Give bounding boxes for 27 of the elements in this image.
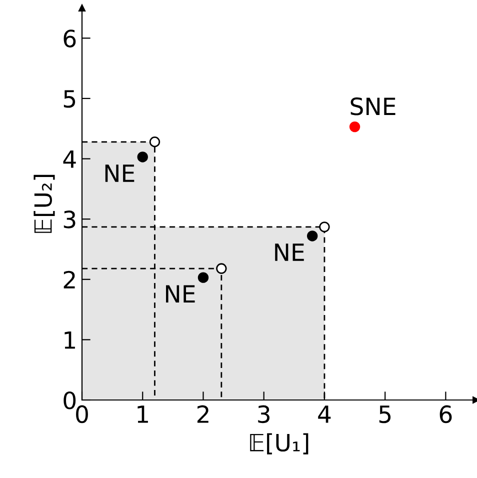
point	[349, 121, 360, 132]
y-tick-label: 5	[64, 90, 76, 108]
point	[137, 152, 148, 162]
y-tick-label: 3	[64, 210, 76, 228]
point	[306, 230, 318, 242]
x-tick-label: 3	[258, 405, 270, 424]
y-tick-label: 0	[64, 391, 76, 410]
y-tick-label: 4	[63, 150, 76, 168]
x-tick-label: 0	[76, 405, 88, 424]
y-tick-label: 2	[64, 270, 75, 288]
point	[319, 222, 330, 232]
point	[216, 263, 227, 274]
x-tick-label: 4	[318, 406, 331, 423]
y-axis-title: 𝔼[U₂]	[34, 174, 55, 233]
point	[149, 136, 160, 148]
annotation: SNE	[350, 97, 396, 116]
x-axis-title: 𝔼[U₁]	[250, 433, 308, 454]
annotation: NE	[105, 164, 134, 182]
annotation: NE	[275, 244, 304, 261]
x-tick-label: 6	[440, 405, 452, 424]
point	[198, 272, 209, 283]
y-tick-label: 1	[64, 331, 75, 349]
x-tick-label: 5	[379, 406, 391, 424]
x-tick-label: 1	[138, 406, 148, 423]
x-tick-label: 2	[197, 405, 208, 423]
y-tick-label: 6	[64, 30, 76, 48]
annotation: NE	[166, 285, 195, 302]
